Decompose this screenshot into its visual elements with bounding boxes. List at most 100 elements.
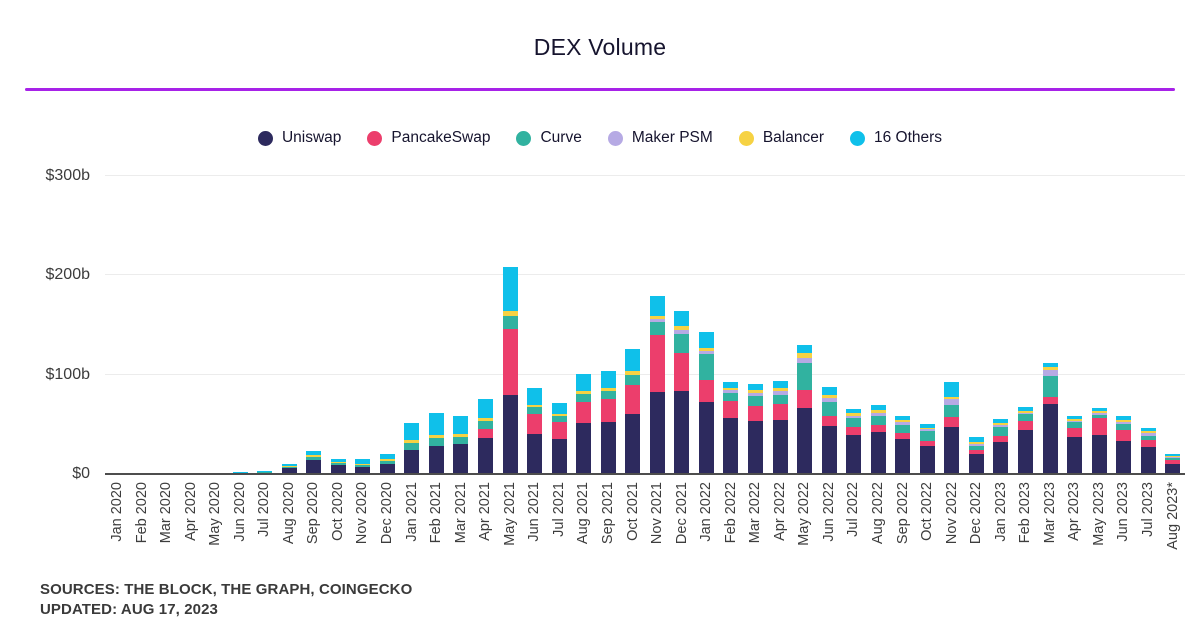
bar-segment-pancakeswap[interactable] <box>477 429 493 439</box>
bar-segment-curve[interactable] <box>993 427 1009 437</box>
bar-segment-uniswap[interactable] <box>674 390 690 474</box>
bar-segment-16-others[interactable] <box>625 348 641 371</box>
bar-segment-maker-psm[interactable] <box>895 422 911 426</box>
bar-column[interactable] <box>841 176 866 474</box>
bar-segment-balancer[interactable] <box>1042 366 1058 370</box>
bar-segment-pancakeswap[interactable] <box>1091 418 1107 436</box>
bar-segment-pancakeswap[interactable] <box>895 433 911 440</box>
bar-segment-curve[interactable] <box>600 390 616 399</box>
bar-column[interactable] <box>620 176 645 474</box>
bar-segment-balancer[interactable] <box>1067 419 1083 422</box>
bar-segment-balancer[interactable] <box>306 455 322 458</box>
bar-segment-balancer[interactable] <box>1018 411 1033 414</box>
bar-segment-maker-psm[interactable] <box>993 425 1009 428</box>
bar-segment-curve[interactable] <box>1091 415 1107 419</box>
bar-segment-curve[interactable] <box>797 362 813 390</box>
bar-segment-maker-psm[interactable] <box>1091 413 1107 416</box>
bar-segment-pancakeswap[interactable] <box>993 436 1009 443</box>
bar-segment-16-others[interactable] <box>821 386 837 395</box>
bar-segment-curve[interactable] <box>919 431 935 442</box>
bar-segment-16-others[interactable] <box>870 404 886 411</box>
bar-segment-balancer[interactable] <box>527 404 543 408</box>
bar-column[interactable] <box>277 176 302 474</box>
bar-segment-16-others[interactable] <box>698 332 714 348</box>
bar-segment-pancakeswap[interactable] <box>1140 440 1156 448</box>
bar-column[interactable] <box>1087 176 1112 474</box>
bar-column[interactable] <box>792 176 817 474</box>
bar-segment-pancakeswap[interactable] <box>600 398 616 423</box>
bar-segment-uniswap[interactable] <box>1091 435 1107 474</box>
bar-column[interactable] <box>424 176 449 474</box>
bar-segment-curve[interactable] <box>1165 458 1181 461</box>
bar-segment-16-others[interactable] <box>1165 454 1181 457</box>
bar-segment-16-others[interactable] <box>1091 408 1107 412</box>
bar-segment-16-others[interactable] <box>723 381 739 388</box>
bar-segment-pancakeswap[interactable] <box>723 400 739 419</box>
bar-column[interactable] <box>817 176 842 474</box>
bar-segment-balancer[interactable] <box>1091 411 1107 414</box>
bar-column[interactable] <box>694 176 719 474</box>
bar-segment-curve[interactable] <box>674 333 690 353</box>
bar-segment-curve[interactable] <box>379 461 395 465</box>
bar-segment-uniswap[interactable] <box>502 394 518 474</box>
bar-segment-16-others[interactable] <box>649 296 665 317</box>
bar-segment-uniswap[interactable] <box>281 468 297 474</box>
bar-segment-balancer[interactable] <box>846 413 862 417</box>
bar-segment-pancakeswap[interactable] <box>772 404 788 421</box>
bar-segment-balancer[interactable] <box>404 440 420 444</box>
bar-segment-curve[interactable] <box>281 466 297 469</box>
bar-segment-curve[interactable] <box>257 471 273 473</box>
bar-segment-uniswap[interactable] <box>453 444 469 474</box>
bar-segment-uniswap[interactable] <box>551 439 567 474</box>
bar-segment-uniswap[interactable] <box>1140 447 1156 474</box>
bar-segment-uniswap[interactable] <box>821 426 837 474</box>
legend-item-uniswap[interactable]: Uniswap <box>257 129 341 147</box>
bar-segment-pancakeswap[interactable] <box>797 389 813 409</box>
bar-column[interactable] <box>1062 176 1087 474</box>
bar-segment-16-others[interactable] <box>1116 416 1132 421</box>
bar-segment-balancer[interactable] <box>870 410 886 414</box>
legend-item-balancer[interactable]: Balancer <box>738 129 824 147</box>
bar-column[interactable] <box>473 176 498 474</box>
bar-segment-pancakeswap[interactable] <box>551 422 567 440</box>
bar-segment-balancer[interactable] <box>944 396 960 399</box>
bar-segment-maker-psm[interactable] <box>821 397 837 402</box>
bar-segment-maker-psm[interactable] <box>870 413 886 417</box>
bar-column[interactable] <box>203 176 228 474</box>
bar-segment-balancer[interactable] <box>968 442 984 445</box>
bar-column[interactable] <box>1136 176 1161 474</box>
bar-column[interactable] <box>154 176 179 474</box>
bar-segment-16-others[interactable] <box>895 416 911 421</box>
bar-column[interactable] <box>670 176 695 474</box>
bar-column[interactable] <box>866 176 891 474</box>
bar-segment-curve[interactable] <box>477 421 493 430</box>
bar-segment-maker-psm[interactable] <box>797 357 813 363</box>
bar-segment-balancer[interactable] <box>355 464 371 466</box>
bar-column[interactable] <box>375 176 400 474</box>
bar-segment-pancakeswap[interactable] <box>527 414 543 435</box>
bar-segment-maker-psm[interactable] <box>1116 422 1132 425</box>
bar-segment-curve[interactable] <box>723 392 739 401</box>
bar-column[interactable] <box>498 176 523 474</box>
bar-column[interactable] <box>571 176 596 474</box>
bar-segment-uniswap[interactable] <box>698 401 714 474</box>
bar-segment-curve[interactable] <box>404 443 420 451</box>
bar-segment-curve[interactable] <box>453 437 469 445</box>
bar-segment-pancakeswap[interactable] <box>1018 421 1033 431</box>
bar-column[interactable] <box>743 176 768 474</box>
bar-segment-curve[interactable] <box>1067 422 1083 429</box>
bar-segment-pancakeswap[interactable] <box>576 401 592 424</box>
bar-column[interactable] <box>1111 176 1136 474</box>
bar-segment-16-others[interactable] <box>944 381 960 397</box>
bar-segment-maker-psm[interactable] <box>1067 421 1083 423</box>
bar-segment-pancakeswap[interactable] <box>870 425 886 433</box>
bar-segment-maker-psm[interactable] <box>747 392 763 396</box>
bar-segment-balancer[interactable] <box>698 347 714 351</box>
bar-segment-balancer[interactable] <box>477 418 493 422</box>
bar-segment-uniswap[interactable] <box>1067 437 1083 474</box>
legend-item-16-others[interactable]: 16 Others <box>850 129 942 147</box>
bar-segment-uniswap[interactable] <box>747 421 763 474</box>
bar-segment-curve[interactable] <box>698 353 714 380</box>
bar-segment-maker-psm[interactable] <box>1140 433 1156 437</box>
bar-column[interactable] <box>891 176 916 474</box>
